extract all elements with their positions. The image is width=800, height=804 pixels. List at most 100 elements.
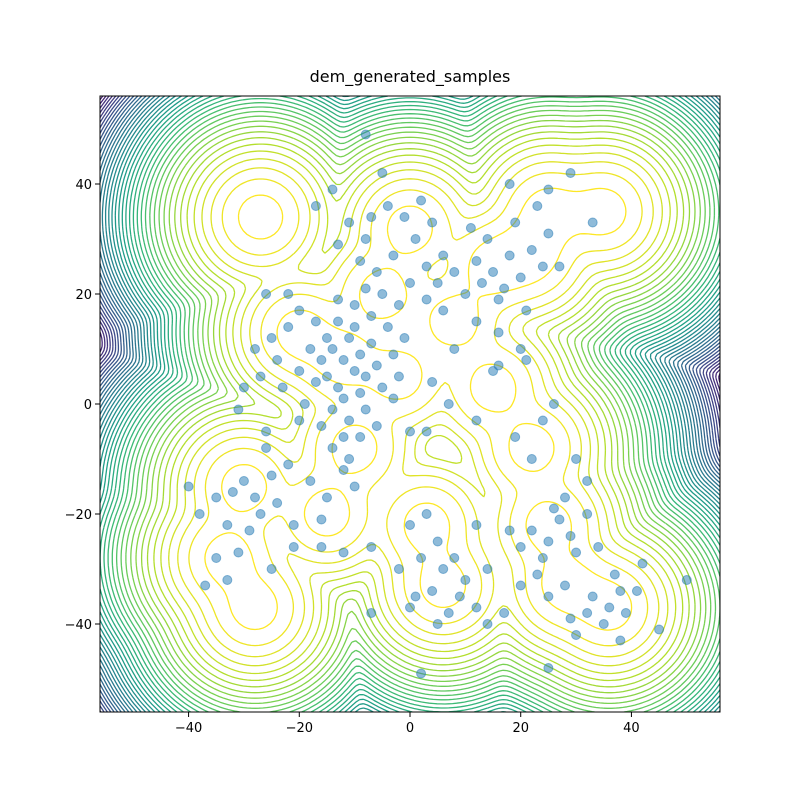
scatter-point [421,294,432,305]
scatter-point [377,382,388,393]
scatter-point [277,382,288,393]
scatter-point [620,608,631,618]
scatter-point [310,201,321,211]
scatter-point [510,432,521,442]
contour-line [100,96,720,712]
scatter-point [465,223,476,233]
scatter-point [565,168,576,178]
scatter-point [338,465,349,475]
scatter-point [321,371,332,382]
scatter-point [537,415,548,426]
scatter-point [565,613,576,624]
scatter-point [482,619,493,629]
scatter-point [333,316,344,327]
scatter-point [338,547,349,558]
scatter-point [460,575,471,585]
contour-line [177,161,660,658]
scatter-point [526,245,537,255]
scatter-point [283,459,294,470]
scatter-point [449,344,460,354]
scatter-point [526,525,537,536]
contour-line [168,152,669,667]
scatter-point [499,608,510,618]
scatter-point [349,322,360,332]
scatter-point [355,388,366,398]
scatter-point [471,316,482,327]
scatter-point [355,256,366,266]
scatter-point [266,564,277,574]
scatter-point [471,602,482,613]
scatter-point [261,426,272,437]
chart-title: dem_generated_samples [310,67,511,87]
contour-line [111,96,720,712]
scatter-point [327,344,338,354]
scatter-point [305,344,316,354]
scatter-point [349,481,360,492]
scatter-point [427,586,438,596]
scatter-point [532,201,543,211]
scatter-point [255,509,266,519]
scatter-point [410,234,421,244]
scatter-point [388,393,399,404]
scatter-point [360,404,371,415]
scatter-point [344,217,355,228]
contour-line [153,137,684,682]
scatter-point [510,217,521,228]
scatter-point [316,514,327,525]
scatter-point [255,371,266,382]
x-tick-label: 20 [512,721,529,736]
scatter-point [515,344,526,354]
scatter-point [543,184,554,195]
contour-line [204,187,633,631]
scatter-point [344,454,355,464]
contour-line [100,96,720,712]
scatter-point [554,514,565,525]
contour-line [107,96,720,712]
scatter-point [582,509,593,519]
scatter-point [266,470,277,481]
scatter-point [405,602,415,613]
scatter-point [537,261,548,272]
contour-line [100,96,720,712]
scatter-point [438,564,449,574]
scatter-point [399,333,410,343]
scatter-point [571,630,582,640]
scatter-point [637,558,648,569]
scatter-point [543,663,554,673]
scatter-point [482,564,493,574]
scatter-point [681,575,692,585]
contour-line [100,96,720,712]
scatter-point [421,426,432,437]
contour-line [130,114,707,705]
scatter-point [615,586,626,596]
scatter-point [526,454,537,464]
scatter-point [416,195,427,206]
scatter-point [333,239,344,250]
x-tick-label: −40 [175,721,202,736]
scatter-point [393,371,404,382]
scatter-point [399,212,410,222]
scatter-point [587,591,598,602]
scatter-point [233,547,244,558]
scatter-point [405,278,415,288]
scatter-point [631,586,642,596]
scatter-layer [183,129,692,679]
scatter-point [227,487,238,497]
contour-line [100,96,720,712]
contour-line [125,109,712,709]
scatter-point [321,492,332,503]
scatter-point [250,492,260,503]
scatter-point [211,553,222,563]
scatter-point [654,624,665,635]
scatter-point [333,294,344,305]
scatter-point [238,476,249,486]
scatter-point [548,399,559,409]
scatter-point [532,569,543,580]
scatter-point [294,366,305,376]
scatter-point [416,668,427,679]
scatter-point [288,520,299,530]
y-tick-label: −20 [65,508,92,523]
y-tick-label: 20 [75,288,92,303]
contour-line [100,96,720,712]
scatter-point [565,531,576,541]
